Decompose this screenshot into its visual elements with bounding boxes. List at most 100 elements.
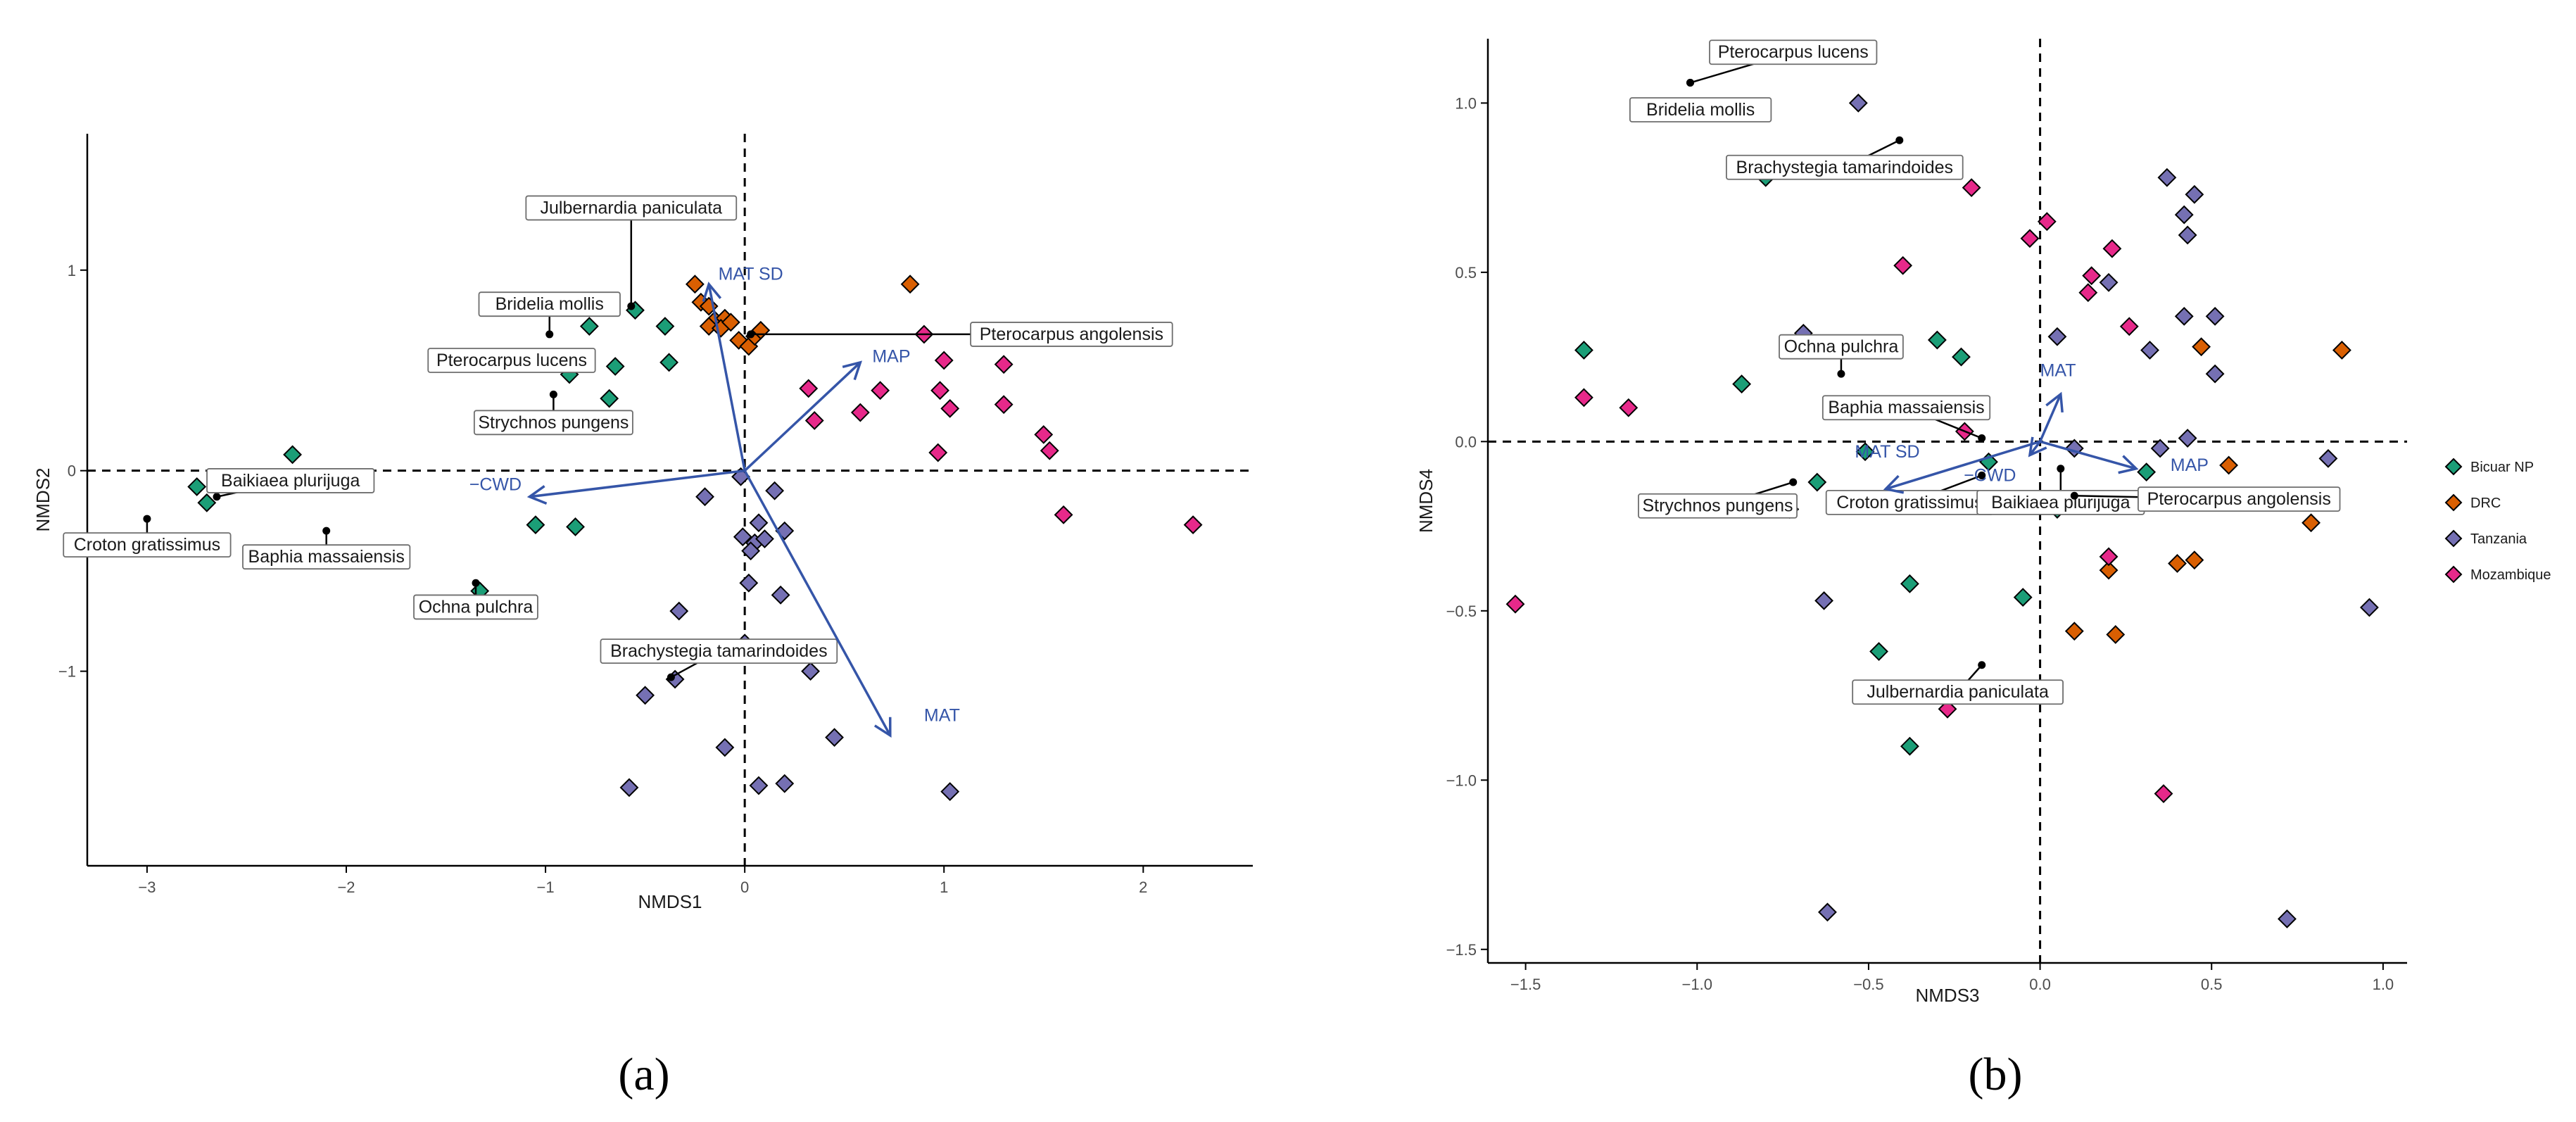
data-point-mozambique xyxy=(930,381,949,401)
data-point-tanzania xyxy=(2099,272,2119,292)
x-tick-label: −1 xyxy=(537,878,555,896)
x-tick-label: −2 xyxy=(337,878,355,896)
species-label-box xyxy=(427,348,596,373)
data-point-tanzania xyxy=(801,662,820,681)
x-tick-label: 0 xyxy=(740,878,749,896)
data-point-bicuar-np xyxy=(187,477,207,496)
vector-label: MAP xyxy=(2171,455,2209,475)
species-label-box xyxy=(1852,679,2064,705)
legend-swatch xyxy=(2444,565,2463,584)
species-label: Strychnos pungens xyxy=(478,412,629,432)
y-tick-label: −0.5 xyxy=(1446,603,1477,620)
data-point-tanzania xyxy=(755,529,774,548)
data-point-tanzania xyxy=(2157,168,2177,187)
data-point-drc xyxy=(2192,337,2211,357)
data-point-drc xyxy=(685,275,705,294)
data-point-drc xyxy=(699,317,719,336)
data-point-tanzania xyxy=(669,601,689,621)
y-tick-label: 0.0 xyxy=(1455,433,1477,450)
data-point-bicuar-np xyxy=(600,389,619,408)
vector-arrow xyxy=(2038,393,2062,443)
data-point-drc xyxy=(2185,550,2204,570)
species-label: Pterocarpus lucens xyxy=(436,351,587,370)
data-point-tanzania xyxy=(741,541,761,561)
y-tick-label: −1.0 xyxy=(1446,771,1477,789)
species-point xyxy=(2070,491,2078,500)
data-point-mozambique xyxy=(871,381,890,401)
data-point-bicuar-np xyxy=(1952,347,1971,367)
legend-label: Tanzania xyxy=(2470,531,2527,547)
data-point-tanzania xyxy=(765,481,785,500)
data-point-bicuar-np xyxy=(605,357,625,376)
species-label: Pterocarpus angolensis xyxy=(2147,489,2331,509)
x-axis-title: NMDS1 xyxy=(638,891,702,912)
vector-arrow xyxy=(743,361,861,472)
y-tick-label: 1.0 xyxy=(1455,94,1477,112)
data-point-bicuar-np xyxy=(197,493,217,512)
legend-swatch xyxy=(2444,458,2463,476)
data-point-bicuar-np xyxy=(1869,642,1888,661)
data-point-bicuar-np xyxy=(1900,574,1919,593)
species-label: Baphia massaiensis xyxy=(248,547,405,567)
species-label: Croton gratissimus xyxy=(1836,493,1983,512)
data-point-mozambique xyxy=(1962,178,1981,198)
data-point-tanzania xyxy=(2140,341,2159,360)
data-point-drc xyxy=(2106,625,2126,644)
vector-label: −CWD xyxy=(469,475,522,495)
data-point-tanzania xyxy=(695,487,714,507)
data-point-mozambique xyxy=(2082,266,2102,286)
species-point xyxy=(1978,434,1986,443)
data-point-tanzania xyxy=(2150,439,2170,458)
x-tick-label: 0.5 xyxy=(2201,976,2223,993)
vector-arrowhead xyxy=(2118,455,2139,474)
species-label-box xyxy=(525,195,738,221)
y-tick-label: 1 xyxy=(68,262,76,279)
data-point-mozambique xyxy=(850,403,870,422)
species-label: Baphia massaiensis xyxy=(1828,398,1984,417)
data-point-bicuar-np xyxy=(1574,341,1593,360)
data-point-bicuar-np xyxy=(526,515,545,535)
data-point-tanzania xyxy=(2047,327,2067,346)
data-point-tanzania xyxy=(749,513,769,533)
data-point-drc xyxy=(2219,455,2239,475)
data-point-bicuar-np xyxy=(2137,462,2157,482)
data-point-mozambique xyxy=(1574,388,1593,408)
species-label: Ochna pulchra xyxy=(419,597,533,617)
chart-panel-b: −1.5 −1.0 −0.5 0.0 0.5 1.0 −1.5 −1.0 −0.5 0.0 0.5 1… xyxy=(1415,39,2407,1100)
species-point xyxy=(1895,136,1904,144)
species-point xyxy=(1978,471,1986,479)
data-point-bicuar-np xyxy=(655,317,675,336)
data-point-mozambique xyxy=(994,395,1014,415)
species-label-box xyxy=(970,322,1173,347)
data-point-drc xyxy=(2099,560,2119,580)
data-point-mozambique xyxy=(994,355,1014,374)
species-point xyxy=(667,673,675,681)
data-point-mozambique xyxy=(1619,398,1639,417)
data-point-mozambique xyxy=(804,411,824,430)
legend-swatch xyxy=(2444,493,2463,512)
species-point xyxy=(2057,465,2065,473)
y-tick-label: 0 xyxy=(68,462,76,480)
species-point xyxy=(549,390,557,398)
data-point-mozambique xyxy=(2099,547,2119,567)
legend-label: Bicuar NP xyxy=(2470,460,2534,475)
data-point-bicuar-np xyxy=(1855,442,1875,462)
legend: Bicuar NP DRC Tanzania Mozambique xyxy=(2444,458,2551,584)
data-point-drc xyxy=(2332,341,2351,360)
data-point-tanzania xyxy=(2359,598,2379,617)
data-point-mozambique xyxy=(2078,283,2098,303)
vector-label: MAT xyxy=(924,705,960,725)
y-tick-label: −1 xyxy=(58,663,76,681)
legend-swatch xyxy=(2444,529,2463,548)
panel-caption: (a) xyxy=(618,1049,669,1100)
species-label: Brachystegia tamarindoides xyxy=(610,641,828,661)
data-point-mozambique xyxy=(2037,212,2057,232)
vector-label: −CWD xyxy=(1964,465,2016,485)
data-point-bicuar-np xyxy=(659,353,678,372)
species-label: Strychnos pungens xyxy=(1642,496,1793,516)
y-axis-title: NMDS2 xyxy=(32,467,53,531)
data-point-tanzania xyxy=(619,778,639,798)
species-label: Bridelia mollis xyxy=(495,294,604,314)
data-point-mozambique xyxy=(2154,784,2173,803)
vector-arrow xyxy=(529,469,745,498)
